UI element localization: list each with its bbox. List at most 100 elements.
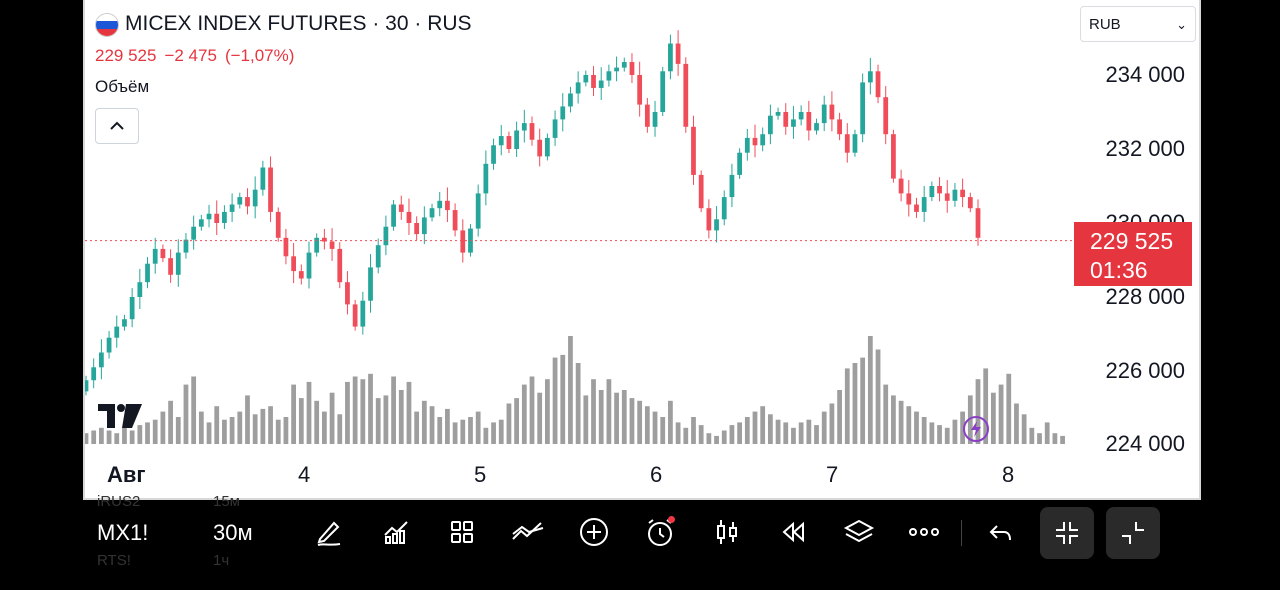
candle-body xyxy=(421,217,427,235)
y-tick-label: 232 000 xyxy=(1105,136,1185,161)
candle-body xyxy=(621,62,627,68)
templates-icon[interactable] xyxy=(444,514,480,550)
replay-icon[interactable] xyxy=(775,514,811,550)
candle-body xyxy=(552,119,558,138)
volume-bar xyxy=(552,357,558,444)
candle-body xyxy=(145,263,150,283)
volume-bar xyxy=(783,422,789,444)
collapse-icon[interactable] xyxy=(1040,507,1094,559)
volume-bar xyxy=(1037,433,1042,444)
candle-body xyxy=(752,137,758,146)
candle-body xyxy=(537,139,543,157)
candle-body xyxy=(944,193,950,201)
x-tick-label: 4 xyxy=(298,462,311,487)
volume-bar xyxy=(391,376,396,444)
candle-body xyxy=(914,204,919,212)
ghost-prev-symbol: iRUS2 xyxy=(97,493,141,510)
volume-bar xyxy=(614,392,619,444)
volume-bar xyxy=(652,411,658,444)
volume-bar xyxy=(852,363,858,444)
price-chart[interactable] xyxy=(85,0,1199,498)
volume-bar xyxy=(514,398,520,444)
volume-bar xyxy=(460,419,466,444)
candle-body xyxy=(260,167,266,190)
alert-badge xyxy=(668,516,675,523)
candle-body xyxy=(168,258,173,275)
candle-body xyxy=(452,210,458,231)
volume-bar xyxy=(283,417,289,444)
volume-bar xyxy=(398,390,404,444)
volume-bar xyxy=(898,400,904,444)
undo-icon[interactable] xyxy=(983,514,1019,550)
candle-body xyxy=(867,71,873,83)
volume-bar xyxy=(175,417,181,444)
candle-body xyxy=(706,208,712,231)
lightning-icon[interactable] xyxy=(963,416,989,442)
volume-bar xyxy=(560,354,566,444)
candle-body xyxy=(222,211,227,223)
candle-style-icon[interactable] xyxy=(709,514,745,550)
pen-icon[interactable] xyxy=(311,514,347,550)
volume-bar xyxy=(606,379,612,444)
currency-select[interactable]: RUB ⌄ xyxy=(1080,6,1196,42)
volume-bar xyxy=(598,390,604,444)
fullscreen-icon[interactable] xyxy=(1106,507,1160,559)
price-change-line: 229 525 −2 475 (−1,07%) xyxy=(95,46,302,66)
candle-body xyxy=(152,248,158,264)
alert-icon[interactable] xyxy=(642,514,678,550)
candle-body xyxy=(891,134,896,179)
candle-body xyxy=(483,163,489,194)
volume-bar xyxy=(960,411,966,444)
collapse-legend-button[interactable] xyxy=(95,108,139,144)
candle-body xyxy=(852,134,858,153)
candle-body xyxy=(375,245,381,268)
candle-body xyxy=(521,123,527,131)
candle-body xyxy=(729,174,735,198)
candle-body xyxy=(898,178,904,194)
volume-bar xyxy=(944,427,950,444)
candle-body xyxy=(437,200,443,209)
candle-body xyxy=(575,82,581,94)
flag-stripe-top xyxy=(96,14,118,22)
volume-bar xyxy=(122,427,127,444)
candle-body xyxy=(629,62,635,75)
candle-body xyxy=(837,119,842,135)
candle-body xyxy=(198,219,204,227)
volume-bar xyxy=(675,422,681,444)
volume-bar xyxy=(767,414,773,444)
volume-bar xyxy=(821,411,827,444)
candle-body xyxy=(760,134,766,146)
candle-body xyxy=(652,112,658,127)
volume-bar xyxy=(844,368,850,444)
more-icon[interactable] xyxy=(906,514,942,550)
compare-icon[interactable] xyxy=(510,514,546,550)
candle-body xyxy=(598,80,604,88)
volume-bar xyxy=(314,400,320,444)
toolbar-divider xyxy=(961,520,962,546)
bottom-toolbar: iRUS2 15м RTS! 1ч MX1! 30м xyxy=(83,493,1197,569)
candle-body xyxy=(137,282,143,297)
volume-bar xyxy=(1060,435,1065,444)
candle-body xyxy=(929,186,935,198)
volume-bar xyxy=(437,417,443,444)
volume-bar xyxy=(644,406,650,444)
chart-frame[interactable]: MICEX INDEX FUTURES · 30 · RUS 229 525 −2… xyxy=(83,0,1201,500)
volume-bar xyxy=(629,398,635,444)
symbol-picker[interactable]: MX1! xyxy=(97,520,149,545)
indicators-icon[interactable] xyxy=(378,514,414,550)
volume-label[interactable]: Объём xyxy=(95,77,150,96)
add-icon[interactable] xyxy=(576,514,612,550)
interval-picker[interactable]: 30м xyxy=(213,520,253,545)
volume-bar xyxy=(483,427,489,444)
symbol-title[interactable]: MICEX INDEX FUTURES · 30 · RUS xyxy=(125,12,472,35)
candle-body xyxy=(798,112,804,120)
candle-body xyxy=(744,137,750,153)
candle-body xyxy=(937,186,942,194)
x-tick-label: 5 xyxy=(474,462,487,487)
volume-bar xyxy=(306,381,312,444)
volume-bar xyxy=(929,422,935,444)
candle-body xyxy=(191,226,197,240)
volume-bar xyxy=(691,417,696,444)
volume-bar xyxy=(829,403,835,444)
layers-icon[interactable] xyxy=(841,514,877,550)
